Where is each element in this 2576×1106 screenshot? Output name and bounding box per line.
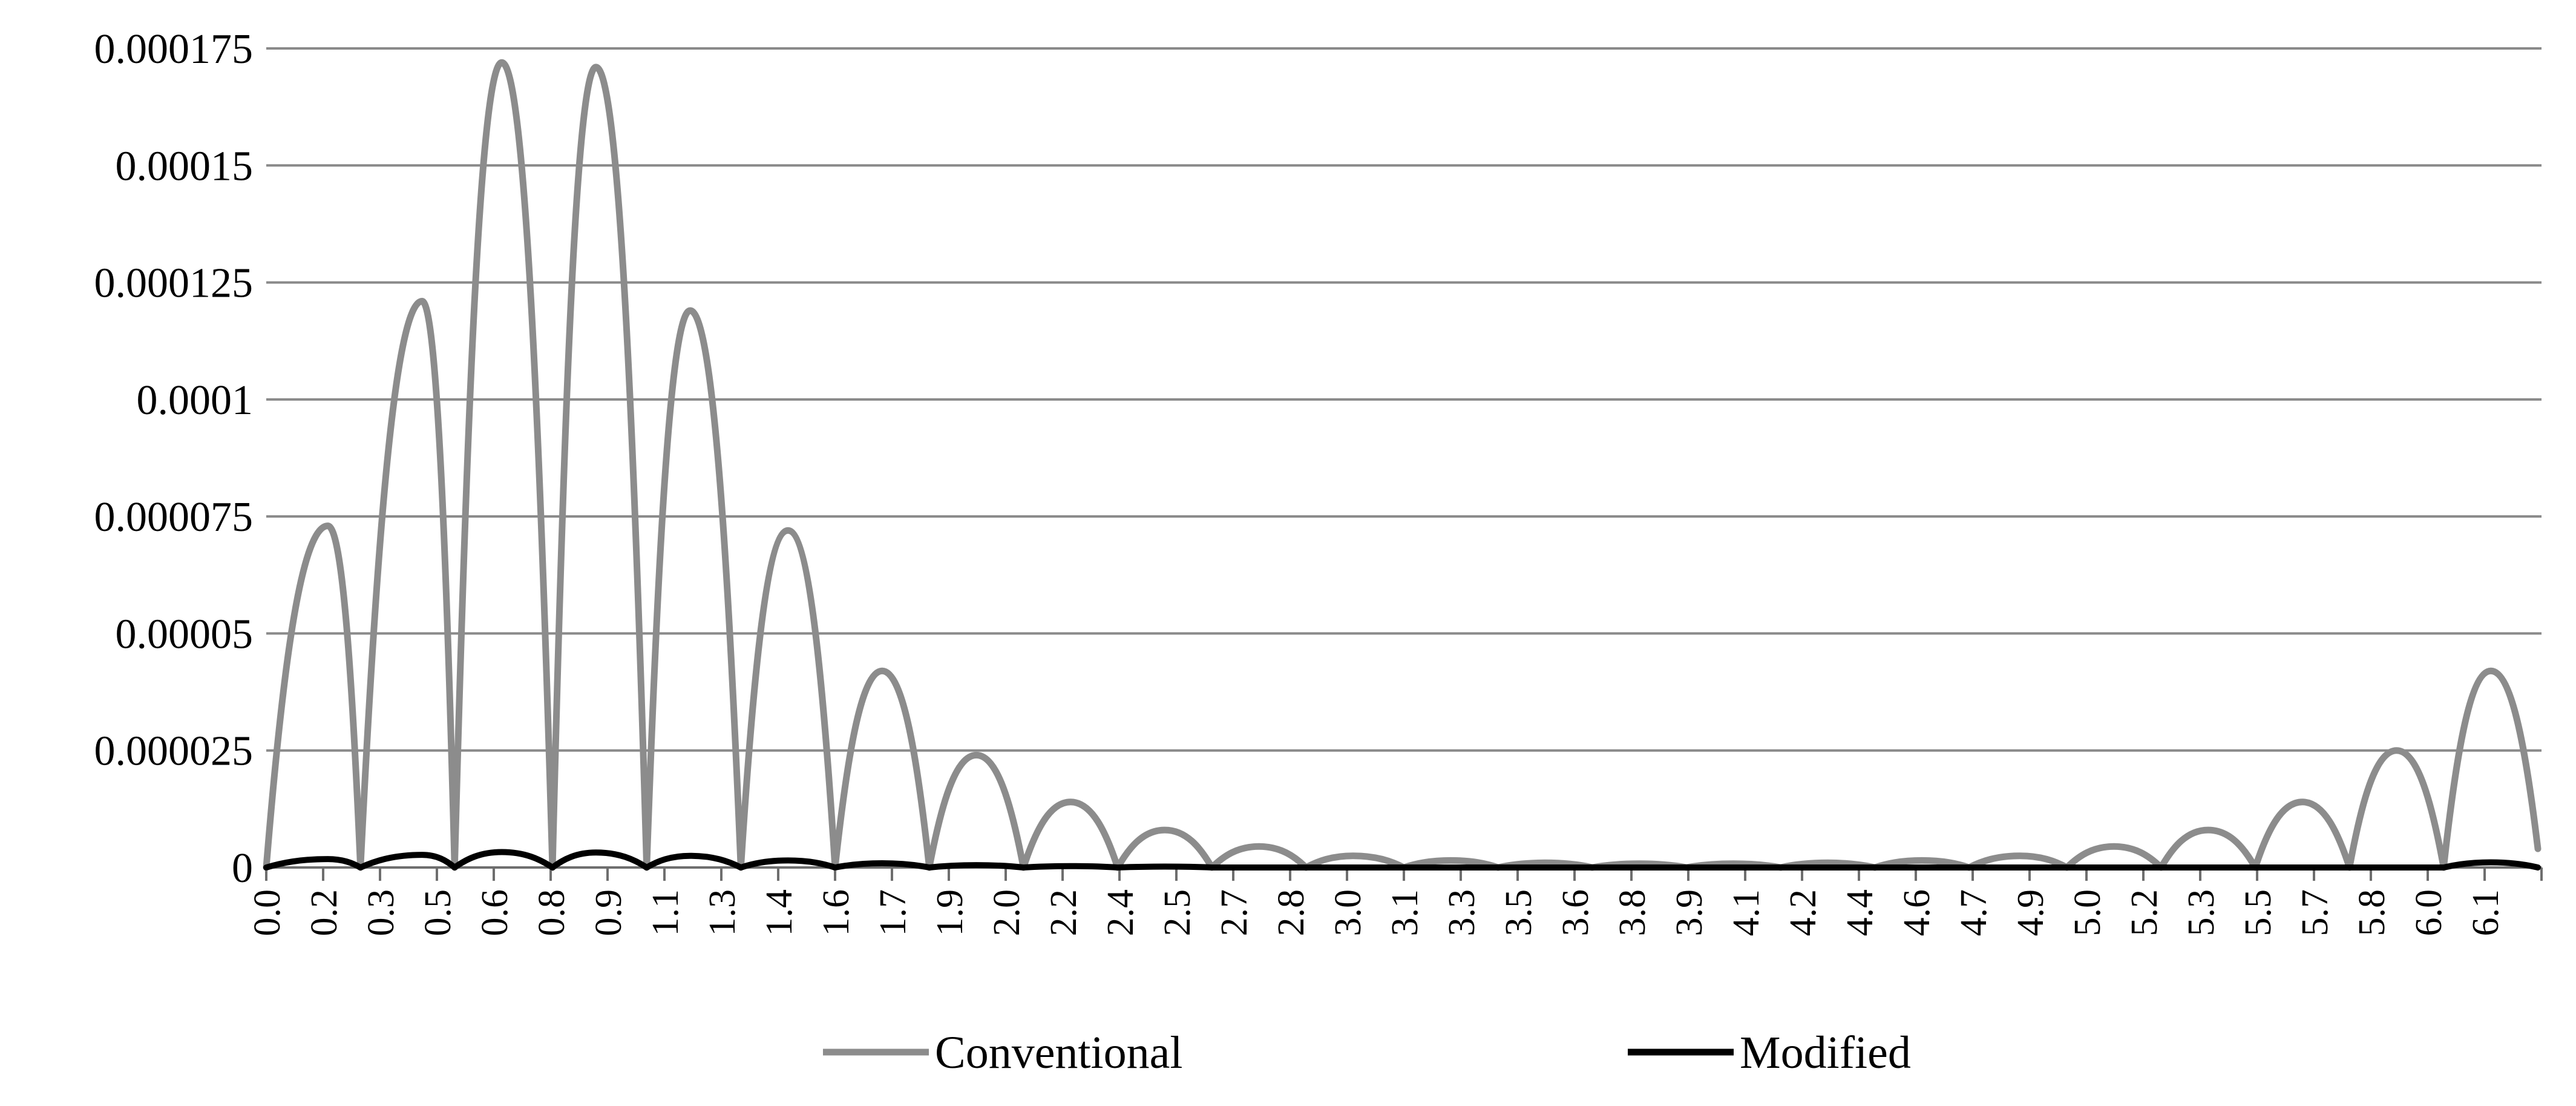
x-tick-label: 2.4 [1100, 889, 1141, 936]
x-tick-label: 5.3 [2181, 889, 2222, 936]
x-tick-label: 5.0 [2067, 889, 2108, 936]
y-tick-label: 0.00015 [116, 143, 254, 189]
x-tick-label: 0.9 [588, 889, 629, 936]
series-line-modified [263, 849, 2541, 871]
x-tick-label: 3.1 [1385, 889, 1426, 936]
x-tick-label: 0.2 [304, 889, 345, 936]
y-axis-tick-labels: 0 0.000025 0.00005 0.000075 0.0001 0.000125 0.… [94, 26, 254, 892]
x-tick-label: 1.7 [873, 889, 914, 936]
y-tick-label: 0.000075 [94, 494, 254, 541]
legend-label-modified: Modified [1740, 1027, 1911, 1078]
series-lines [263, 59, 2542, 871]
x-tick-label: 4.9 [2010, 889, 2051, 936]
x-tick-label: 4.7 [1953, 889, 1994, 936]
x-tick-label: 2.2 [1043, 889, 1084, 936]
x-tick-label: 4.2 [1783, 889, 1824, 936]
x-tick-label: 3.6 [1555, 889, 1596, 936]
x-tick-label: 5.8 [2352, 889, 2393, 936]
x-tick-label: 5.7 [2295, 889, 2336, 936]
x-tick-label: 2.8 [1271, 889, 1312, 936]
x-tick-label: 0.6 [474, 889, 516, 936]
x-tick-label: 6.0 [2408, 889, 2450, 936]
x-tick-label: 4.4 [1840, 889, 1881, 936]
x-tick-label: 2.0 [986, 889, 1027, 936]
x-tick-label: 0.5 [418, 889, 459, 936]
x-tick-label: 3.8 [1612, 889, 1653, 936]
x-tick-label: 4.1 [1726, 889, 1767, 936]
legend-label-conventional: Conventional [935, 1027, 1183, 1078]
x-tick-label: 3.3 [1441, 889, 1483, 936]
legend: Conventional Modified [823, 1027, 1911, 1078]
y-tick-label: 0.0001 [137, 377, 254, 424]
x-tick-label: 0.8 [531, 889, 572, 936]
x-tick-label: 0.0 [247, 889, 288, 936]
y-tick-label: 0.000025 [94, 728, 254, 775]
x-tick-label: 3.5 [1498, 889, 1539, 936]
x-tick-label: 1.1 [645, 889, 686, 936]
x-tick-label: 3.9 [1669, 889, 1710, 936]
y-gridlines [266, 47, 2542, 869]
y-tick-label: 0.000125 [94, 260, 254, 307]
x-tick-label: 1.4 [759, 889, 800, 936]
x-tick-label: 3.0 [1328, 889, 1369, 936]
x-tick-label: 4.6 [1896, 889, 1938, 936]
series-line-conventional [263, 59, 2542, 871]
y-tick-label: 0.00005 [116, 611, 254, 657]
x-tick-label: 2.7 [1214, 889, 1255, 936]
x-tick-label: 6.1 [2465, 889, 2506, 936]
y-tick-label: 0 [232, 845, 253, 892]
x-tick-label: 1.3 [702, 889, 743, 936]
x-tick-label: 2.5 [1157, 889, 1198, 936]
x-tick-label: 0.3 [361, 889, 402, 936]
x-tick-label: 5.2 [2124, 889, 2165, 936]
x-tick-label: 1.9 [929, 889, 971, 936]
x-tick-label: 1.6 [816, 889, 857, 936]
y-tick-label: 0.000175 [94, 26, 254, 73]
x-tick-label: 5.5 [2238, 889, 2279, 936]
x-axis-tick-labels: 0.0 0.2 0.3 0.5 0.6 0.8 0.9 1.1 1.3 1.4 1.6 1.7 1.9 2… [247, 889, 2506, 936]
